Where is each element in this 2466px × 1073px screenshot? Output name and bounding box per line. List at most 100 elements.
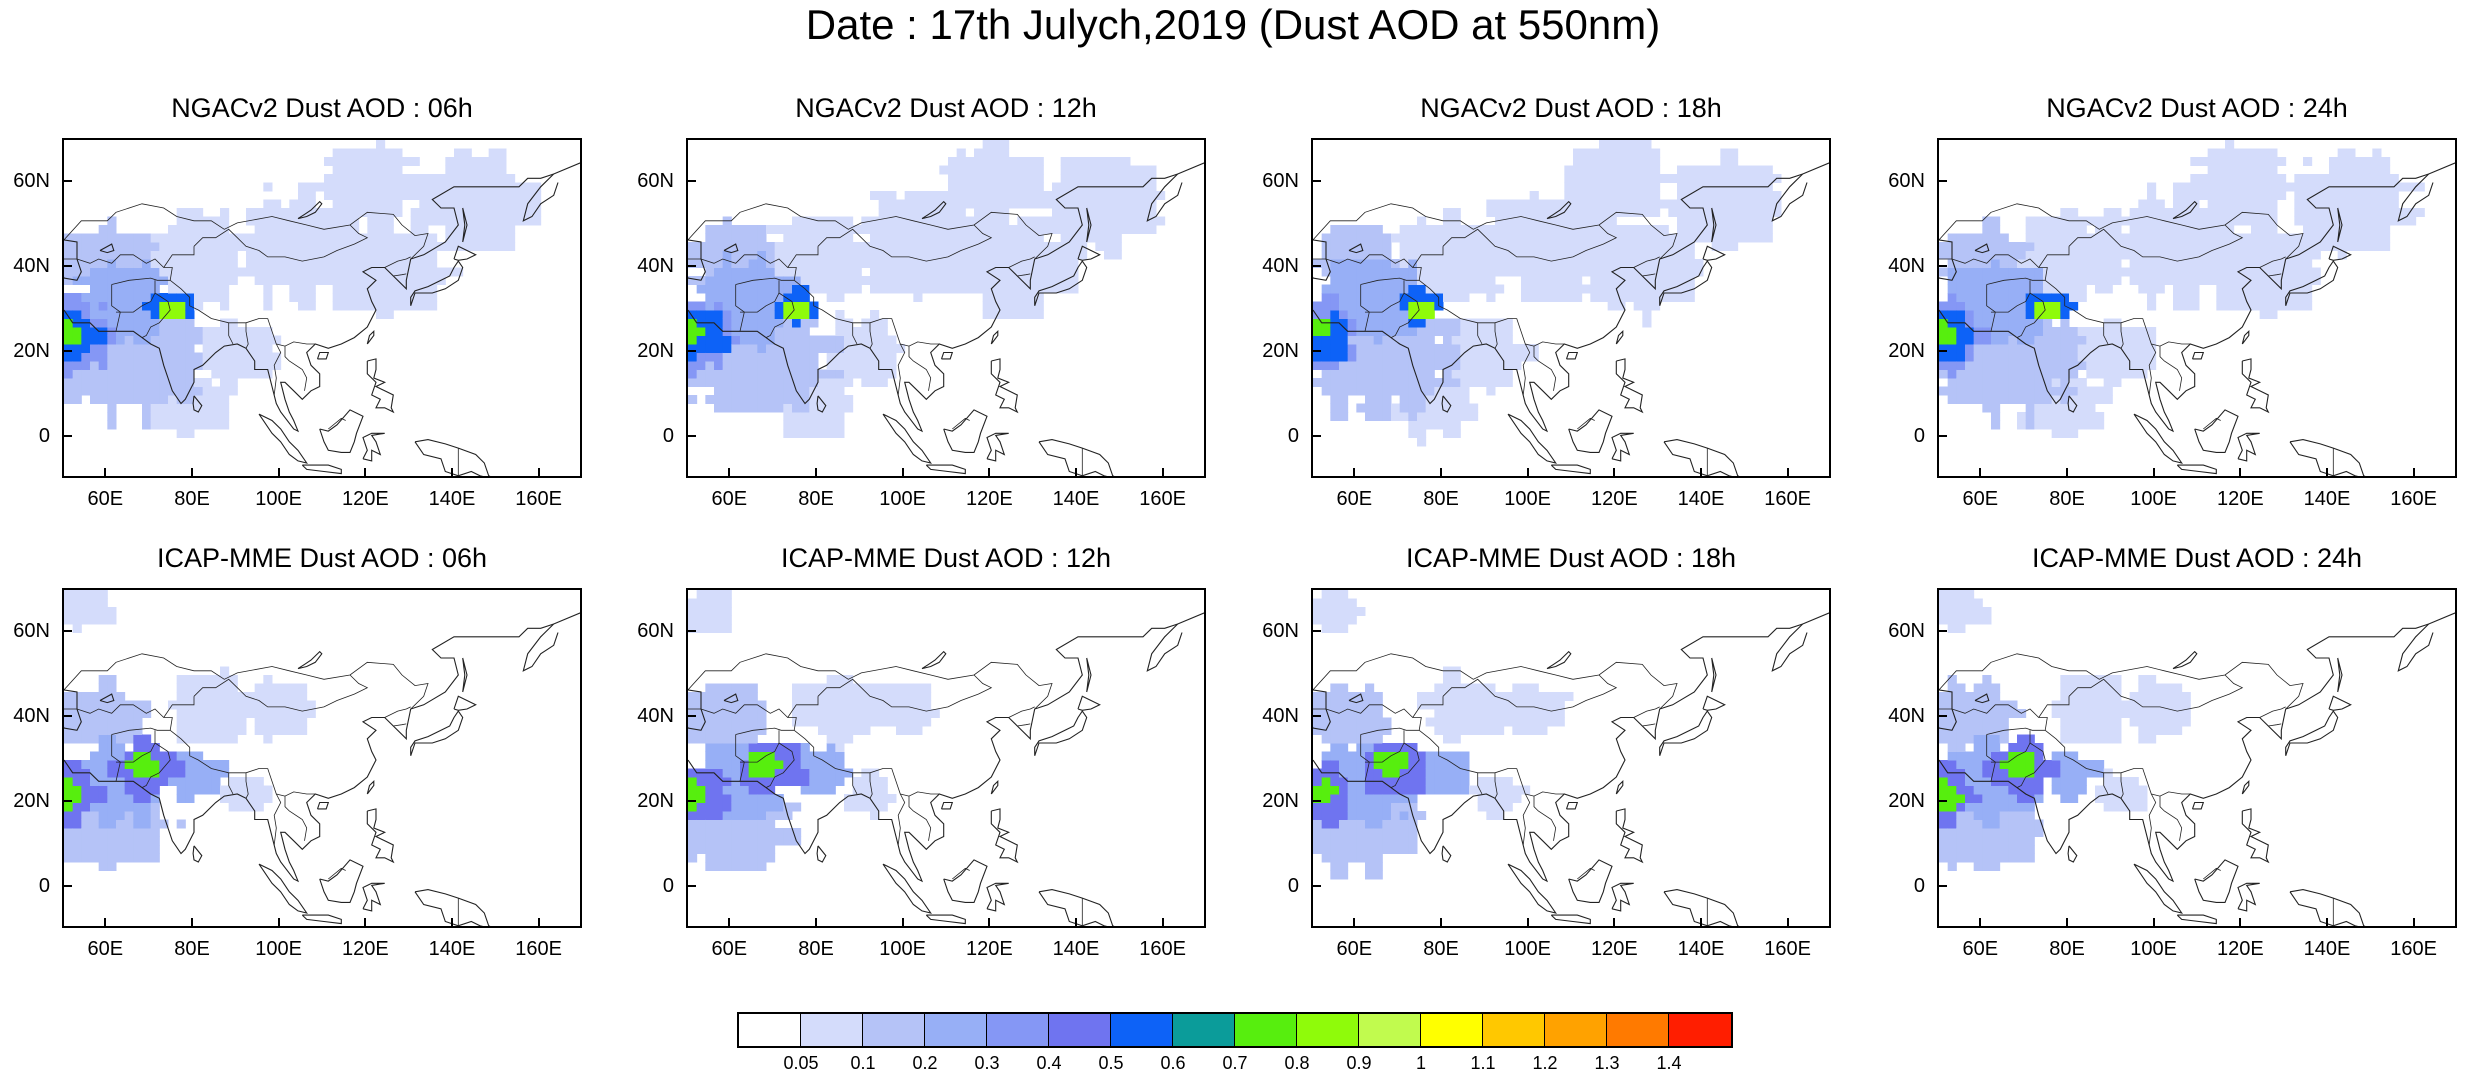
dust-cell bbox=[2026, 327, 2035, 336]
dust-cell bbox=[835, 777, 844, 786]
dust-cell bbox=[1746, 191, 1755, 200]
dust-cell bbox=[2052, 293, 2061, 302]
panel-title: NGACv2 Dust AOD : 18h bbox=[1291, 92, 1851, 124]
dust-cell bbox=[359, 157, 368, 166]
dust-cell bbox=[107, 828, 116, 837]
dust-cell bbox=[151, 378, 160, 387]
dust-cell bbox=[775, 760, 784, 769]
dust-cell bbox=[801, 709, 810, 718]
dust-cell bbox=[1486, 200, 1495, 209]
dust-cell bbox=[2095, 412, 2104, 421]
dust-cell bbox=[177, 378, 186, 387]
lat-tick-label: 40N bbox=[0, 705, 50, 727]
dust-cell bbox=[1677, 225, 1686, 234]
dust-cell bbox=[731, 319, 740, 328]
dust-cell bbox=[2216, 242, 2225, 251]
dust-cell bbox=[81, 616, 90, 625]
dust-cell bbox=[2086, 268, 2095, 277]
dust-cell bbox=[1313, 845, 1322, 854]
dust-cell bbox=[90, 828, 99, 837]
dust-cell bbox=[1043, 191, 1052, 200]
lat-tick-label: 0 bbox=[624, 875, 674, 897]
dust-cell bbox=[1582, 208, 1591, 217]
dust-cell bbox=[480, 225, 489, 234]
dust-cell bbox=[341, 149, 350, 158]
dust-cell bbox=[1965, 285, 1974, 294]
dust-cell bbox=[350, 208, 359, 217]
dust-cell bbox=[783, 777, 792, 786]
dust-cell bbox=[1426, 319, 1435, 328]
dust-cell bbox=[2104, 336, 2113, 345]
dust-cell bbox=[2372, 149, 2381, 158]
panel-title: NGACv2 Dust AOD : 06h bbox=[42, 92, 602, 124]
dust-cell bbox=[1452, 370, 1461, 379]
dust-cell bbox=[1764, 217, 1773, 226]
dust-cell bbox=[99, 319, 108, 328]
dust-cell bbox=[853, 361, 862, 370]
dust-cell bbox=[2260, 234, 2269, 243]
dust-cell bbox=[1009, 302, 1018, 311]
dust-cell bbox=[1582, 259, 1591, 268]
dust-cell bbox=[1948, 361, 1957, 370]
dust-cell bbox=[1400, 225, 1409, 234]
dust-cell bbox=[1374, 760, 1383, 769]
dust-cell bbox=[1538, 285, 1547, 294]
dust-cell bbox=[2268, 310, 2277, 319]
dust-cell bbox=[1026, 293, 1035, 302]
dust-cell bbox=[905, 242, 914, 251]
dust-cell bbox=[922, 692, 931, 701]
dust-cell bbox=[142, 319, 151, 328]
lat-tick-label: 0 bbox=[0, 425, 50, 447]
dust-cell bbox=[2251, 183, 2260, 192]
dust-cell bbox=[2060, 268, 2069, 277]
dust-cell bbox=[229, 353, 238, 362]
dust-cell bbox=[731, 225, 740, 234]
dust-cell bbox=[1365, 726, 1374, 735]
dust-cell bbox=[705, 760, 714, 769]
dust-cell bbox=[1443, 234, 1452, 243]
dust-cell bbox=[437, 217, 446, 226]
dust-cell bbox=[445, 191, 454, 200]
dust-cell bbox=[90, 353, 99, 362]
dust-cell bbox=[1339, 344, 1348, 353]
dust-cell bbox=[2190, 276, 2199, 285]
dust-cell bbox=[324, 183, 333, 192]
dust-cell bbox=[983, 251, 992, 260]
dust-cell bbox=[177, 429, 186, 438]
dust-cell bbox=[1400, 327, 1409, 336]
dust-cell bbox=[2130, 276, 2139, 285]
dust-cell bbox=[1590, 166, 1599, 175]
dust-cell bbox=[723, 353, 732, 362]
dust-cell bbox=[775, 404, 784, 413]
coastline bbox=[302, 465, 341, 474]
dust-cell bbox=[402, 191, 411, 200]
dust-cell bbox=[1391, 268, 1400, 277]
dust-cell bbox=[974, 285, 983, 294]
dust-cell bbox=[1356, 344, 1365, 353]
dust-cell bbox=[965, 174, 974, 183]
dust-cell bbox=[827, 709, 836, 718]
dust-cell bbox=[827, 718, 836, 727]
dust-cell bbox=[697, 353, 706, 362]
dust-cell bbox=[1564, 208, 1573, 217]
dust-cell bbox=[818, 709, 827, 718]
dust-cell bbox=[203, 675, 212, 684]
dust-cell bbox=[2026, 404, 2035, 413]
dust-cell bbox=[1564, 166, 1573, 175]
dust-cell bbox=[2104, 242, 2113, 251]
dust-cell bbox=[367, 157, 376, 166]
dust-cell bbox=[1391, 361, 1400, 370]
dust-cell bbox=[801, 718, 810, 727]
dust-cell bbox=[2069, 421, 2078, 430]
dust-cell bbox=[133, 361, 142, 370]
dust-cell bbox=[1009, 293, 1018, 302]
dust-cell bbox=[723, 828, 732, 837]
dust-cell bbox=[905, 191, 914, 200]
dust-cell bbox=[2017, 302, 2026, 311]
dust-cell bbox=[2216, 174, 2225, 183]
dust-cell bbox=[939, 285, 948, 294]
dust-cell bbox=[81, 726, 90, 735]
dust-cell bbox=[757, 276, 766, 285]
dust-cell bbox=[2216, 302, 2225, 311]
dust-cell bbox=[783, 828, 792, 837]
